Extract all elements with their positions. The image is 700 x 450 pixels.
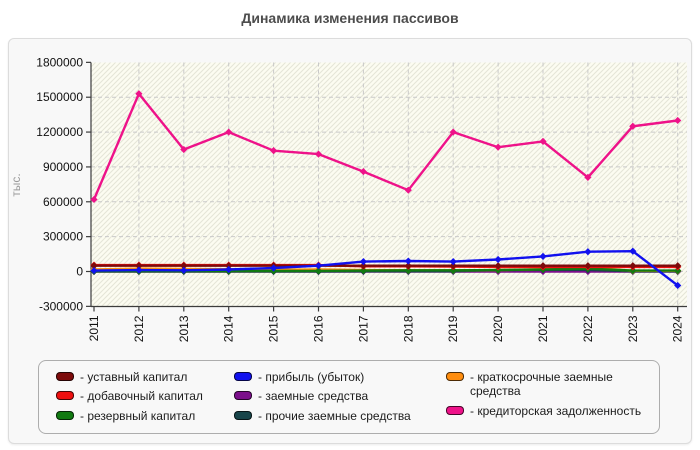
legend-item: - заемные средства: [234, 389, 446, 403]
legend-label: - прочие заемные средства: [258, 408, 411, 423]
legend-item: - прочие заемные средства: [234, 409, 446, 423]
line-chart: 1800000 1500000 1200000 900000 600000 300000 0…: [9, 55, 687, 342]
svg-text:2021: 2021: [536, 315, 550, 342]
legend-item: - краткосрочные заемные средства: [446, 370, 654, 399]
svg-text:2017: 2017: [356, 315, 370, 342]
legend-label: - кредиторская задолженность: [470, 403, 642, 418]
legend-item: - резервный капитал: [56, 409, 234, 423]
legend-label: - добавочный капитал: [80, 389, 203, 404]
legend-swatch: [56, 410, 74, 420]
svg-text:2015: 2015: [267, 315, 281, 342]
svg-text:тыс.: тыс.: [9, 173, 23, 196]
legend-swatch: [56, 391, 74, 401]
legend-item: - уставный капитал: [56, 370, 234, 384]
svg-text:900000: 900000: [43, 160, 83, 174]
legend-item: - добавочный капитал: [56, 389, 234, 403]
svg-text:2020: 2020: [491, 315, 505, 342]
svg-text:2011: 2011: [87, 315, 101, 341]
legend-label: - краткосрочные заемные средства: [470, 370, 613, 399]
legend-label: - прибыль (убыток): [258, 370, 365, 384]
page-title: Динамика изменения пассивов: [241, 10, 459, 26]
legend-label: - резервный капитал: [80, 408, 196, 423]
svg-text:2018: 2018: [401, 315, 415, 342]
legend-column: - краткосрочные заемные средства - кредит…: [446, 370, 654, 433]
svg-text:600000: 600000: [43, 195, 83, 209]
svg-text:-300000: -300000: [39, 299, 83, 313]
chart-legend: - уставный капитал - добавочный капитал - …: [38, 360, 660, 434]
svg-text:0: 0: [76, 265, 83, 279]
svg-text:2014: 2014: [222, 315, 236, 342]
legend-label: - заемные средства: [258, 389, 369, 404]
chart-card: 1800000 1500000 1200000 900000 600000 300000 0…: [8, 38, 692, 444]
legend-swatch: [234, 372, 252, 381]
svg-text:2016: 2016: [312, 315, 326, 342]
svg-text:1200000: 1200000: [36, 125, 83, 139]
svg-text:1500000: 1500000: [36, 90, 83, 104]
legend-swatch: [234, 410, 252, 420]
legend-column: - прибыль (убыток) - заемные средства - пр…: [234, 370, 446, 433]
legend-swatch: [234, 391, 252, 401]
legend-swatch: [56, 372, 74, 381]
svg-text:2023: 2023: [626, 315, 640, 342]
svg-text:2024: 2024: [671, 315, 685, 342]
svg-text:2022: 2022: [581, 315, 595, 342]
svg-text:300000: 300000: [43, 230, 83, 244]
svg-text:1800000: 1800000: [36, 55, 83, 69]
legend-swatch: [446, 372, 464, 381]
legend-item: - кредиторская задолженность: [446, 404, 654, 418]
legend-swatch: [446, 405, 464, 415]
legend-column: - уставный капитал - добавочный капитал - …: [56, 370, 234, 433]
legend-item: - прибыль (убыток): [234, 370, 446, 384]
svg-text:2013: 2013: [177, 315, 191, 342]
legend-label: - уставный капитал: [80, 370, 188, 384]
svg-text:2012: 2012: [132, 315, 146, 342]
svg-text:2019: 2019: [446, 315, 460, 342]
